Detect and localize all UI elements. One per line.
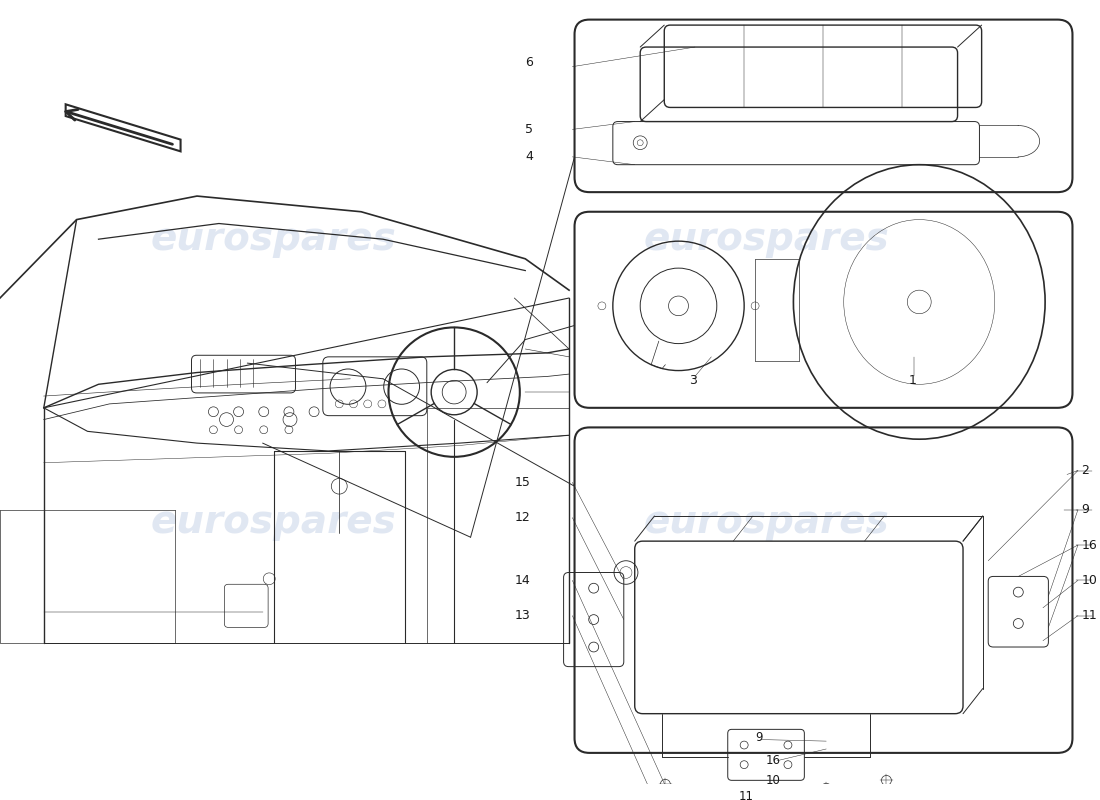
Text: 10: 10 [766,774,781,787]
Text: eurospares: eurospares [151,502,396,541]
Text: eurospares: eurospares [644,220,889,258]
Text: 11: 11 [739,790,754,800]
Text: 4: 4 [525,150,533,163]
Text: 14: 14 [515,574,531,587]
Text: 2: 2 [1081,464,1089,477]
Text: eurospares: eurospares [644,502,889,541]
Text: 10: 10 [1081,574,1097,587]
Text: 15: 15 [515,476,531,489]
Text: 12: 12 [515,511,531,524]
Text: 11: 11 [1081,609,1097,622]
Text: 16: 16 [766,754,781,767]
Text: 13: 13 [515,609,531,622]
Text: 16: 16 [1081,538,1097,551]
Text: 5: 5 [525,123,533,136]
Text: 6: 6 [525,56,533,70]
Text: 1: 1 [909,374,916,387]
Text: 9: 9 [755,730,762,744]
Text: 3: 3 [690,374,697,387]
Text: eurospares: eurospares [151,220,396,258]
Text: 9: 9 [1081,503,1089,516]
